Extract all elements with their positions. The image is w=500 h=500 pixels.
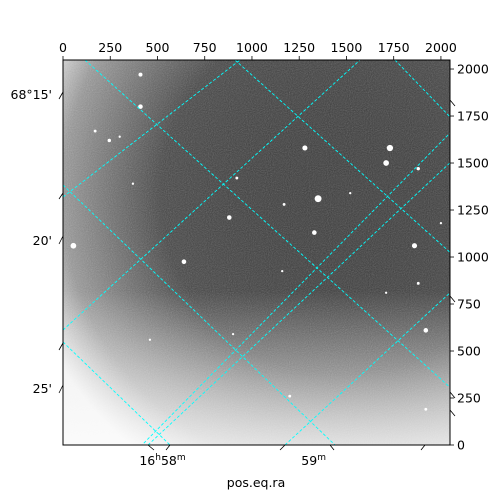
bottom-axis: 16h58m 59m	[139, 444, 426, 468]
star-19	[281, 269, 284, 273]
star-11	[416, 166, 420, 171]
right-tick-label-5: 1250	[457, 203, 489, 218]
bottom-tick-3	[329, 444, 335, 451]
bottom-tick-0	[147, 444, 155, 451]
star-26	[131, 182, 135, 185]
bottom-tick-label-1: 59m	[301, 453, 326, 468]
top-tick-label-4: 1000	[236, 40, 268, 55]
star-8	[312, 230, 317, 235]
right-grid-tick-3	[449, 409, 456, 417]
right-axis: 0 250 500 750 1000 1250 1500 1750 2000	[449, 62, 489, 453]
top-tick-label-0: 0	[59, 40, 67, 55]
star-4	[383, 160, 389, 166]
right-grid-tick-2	[449, 391, 456, 399]
star-13	[349, 191, 352, 195]
image-bottom-fade	[63, 60, 450, 445]
plot-frame	[62, 59, 451, 446]
star-20	[416, 281, 420, 285]
star-16	[70, 242, 77, 249]
left-tick-label-0: 68°15'	[11, 87, 53, 102]
star-22	[424, 407, 428, 411]
star-18	[423, 328, 429, 333]
right-tick-label-6: 1500	[457, 156, 489, 171]
coordinate-grid	[63, 60, 450, 445]
grid-line-4	[284, 292, 450, 445]
grid-line-3	[147, 162, 450, 445]
star-12	[235, 176, 239, 180]
star-2	[107, 138, 112, 143]
star-6	[302, 145, 308, 151]
grid-line-6	[63, 184, 336, 445]
x-axis-label: pos.eq.ra	[227, 475, 285, 490]
right-tick-label-2: 500	[457, 344, 481, 359]
stars-layer	[70, 72, 443, 411]
top-tick-label-2: 500	[146, 40, 170, 55]
left-tick-3	[58, 342, 64, 351]
top-tick-label-8: 2000	[425, 40, 457, 55]
star-1	[138, 104, 143, 109]
right-tick-label-1: 250	[457, 391, 481, 406]
star-25	[148, 338, 152, 341]
star-5	[386, 144, 394, 152]
grid-line-1	[63, 60, 361, 331]
top-tick-label-1: 250	[98, 40, 122, 55]
grid-line-7	[234, 60, 450, 253]
left-tick-label-1: 20'	[33, 233, 52, 248]
star-15	[439, 222, 443, 225]
top-tick-label-5: 1250	[283, 40, 315, 55]
bottom-tick-1	[165, 444, 171, 451]
grid-line-9	[394, 60, 450, 118]
star-17	[411, 243, 418, 249]
star-0	[138, 72, 143, 77]
grid-line-0	[63, 60, 241, 198]
right-tick-label-4: 1000	[457, 250, 489, 265]
star-27	[118, 135, 121, 138]
star-14	[282, 202, 286, 206]
left-tick-0	[58, 91, 64, 100]
right-tick-label-7: 1750	[457, 109, 489, 124]
grid-line-5	[84, 60, 450, 388]
right-tick-label-0: 0	[457, 438, 465, 453]
star-21	[288, 394, 292, 398]
top-tick-label-6: 1500	[331, 40, 363, 55]
bottom-tick-4	[420, 444, 426, 451]
star-9	[227, 215, 232, 220]
bottom-tick-label-0: 16h58m	[139, 453, 185, 468]
grid-line-2	[141, 132, 450, 445]
left-tick-2	[58, 235, 64, 245]
top-axis: 0 250 500 750 1000 1250 1500 1750 2000	[59, 40, 457, 60]
right-tick-label-8: 2000	[457, 62, 489, 77]
left-axis: 68°15' 20' 25'	[11, 87, 64, 396]
top-tick-label-7: 1750	[378, 40, 410, 55]
right-tick-label-3: 750	[457, 297, 481, 312]
bottom-tick-2	[279, 444, 286, 451]
right-grid-tick-0	[449, 99, 456, 107]
star-10	[181, 259, 187, 264]
image-area	[63, 60, 450, 445]
left-tick-1	[58, 192, 64, 200]
star-7	[314, 195, 322, 203]
star-23	[384, 291, 388, 294]
top-tick-label-3: 750	[193, 40, 217, 55]
star-3	[93, 129, 97, 133]
star-24	[231, 332, 235, 336]
left-tick-4	[58, 384, 64, 394]
right-grid-tick-1	[449, 295, 456, 303]
left-tick-label-2: 25'	[33, 381, 52, 396]
